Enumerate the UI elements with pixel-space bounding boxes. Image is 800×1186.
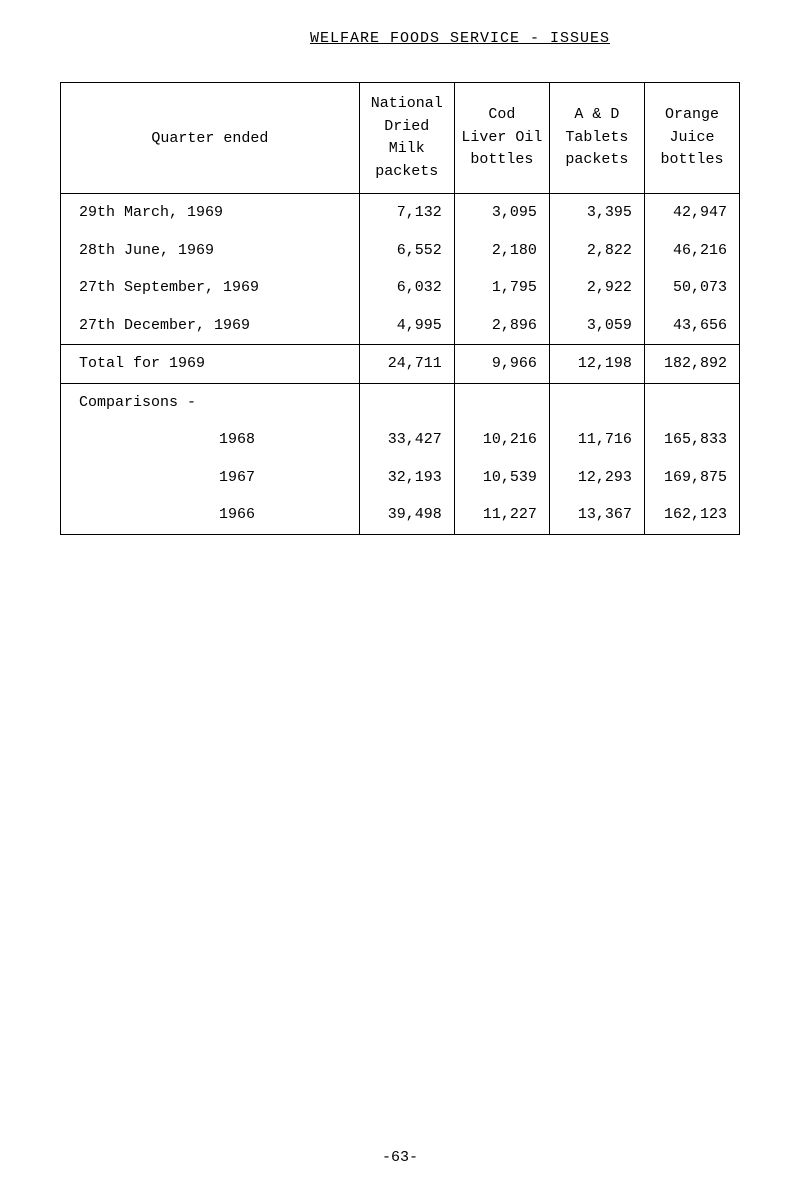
quarters-labels: 29th March, 1969 28th June, 1969 27th Se… xyxy=(61,194,360,345)
comparisons-c5: 165,833 169,875 162,123 xyxy=(644,383,739,534)
total-c2: 24,711 xyxy=(359,345,454,384)
data-value: 46,216 xyxy=(651,232,727,270)
comparison-year: 1968 xyxy=(79,421,341,459)
comparisons-heading: Comparisons - xyxy=(79,384,341,422)
total-c3: 9,966 xyxy=(454,345,549,384)
comparison-year: 1967 xyxy=(79,459,341,497)
quarter-label: 29th March, 1969 xyxy=(79,194,341,232)
total-c4: 12,198 xyxy=(549,345,644,384)
comparisons-c3: 10,216 10,539 11,227 xyxy=(454,383,549,534)
page-title: WELFARE FOODS SERVICE - ISSUES xyxy=(180,30,740,47)
comparisons-section: Comparisons - 1968 1967 1966 33,427 32,1… xyxy=(61,383,740,534)
comparisons-c2: 33,427 32,193 39,498 xyxy=(359,383,454,534)
header-quarter: Quarter ended xyxy=(61,83,360,194)
header-orange-juice: OrangeJuicebottles xyxy=(644,83,739,194)
data-value: 11,227 xyxy=(461,496,537,534)
total-label: Total for 1969 xyxy=(61,345,360,384)
comparisons-labels: Comparisons - 1968 1967 1966 xyxy=(61,383,360,534)
page-number: -63- xyxy=(0,1149,800,1166)
data-value: 10,539 xyxy=(461,459,537,497)
data-value: 32,193 xyxy=(366,459,442,497)
data-value: 3,395 xyxy=(556,194,632,232)
quarter-label: 27th September, 1969 xyxy=(79,269,341,307)
quarters-c4: 3,395 2,822 2,922 3,059 xyxy=(549,194,644,345)
data-value: 2,896 xyxy=(461,307,537,345)
comparison-year: 1966 xyxy=(79,496,341,534)
header-dried-milk: NationalDried Milkpackets xyxy=(359,83,454,194)
quarters-c3: 3,095 2,180 1,795 2,896 xyxy=(454,194,549,345)
data-value: 4,995 xyxy=(366,307,442,345)
data-value: 162,123 xyxy=(651,496,727,534)
data-value: 2,822 xyxy=(556,232,632,270)
data-value: 7,132 xyxy=(366,194,442,232)
data-value: 10,216 xyxy=(461,421,537,459)
data-value: 11,716 xyxy=(556,421,632,459)
welfare-foods-table: Quarter ended NationalDried Milkpackets … xyxy=(60,82,740,535)
data-value: 12,198 xyxy=(556,345,632,383)
data-value: 42,947 xyxy=(651,194,727,232)
quarters-section: 29th March, 1969 28th June, 1969 27th Se… xyxy=(61,194,740,345)
data-value: 169,875 xyxy=(651,459,727,497)
quarters-c5: 42,947 46,216 50,073 43,656 xyxy=(644,194,739,345)
header-ad-tablets: A & DTabletspackets xyxy=(549,83,644,194)
data-value: 165,833 xyxy=(651,421,727,459)
data-value: 12,293 xyxy=(556,459,632,497)
header-cod-liver: CodLiver Oilbottles xyxy=(454,83,549,194)
total-label-text: Total for 1969 xyxy=(79,345,341,383)
quarter-label: 27th December, 1969 xyxy=(79,307,341,345)
total-c5: 182,892 xyxy=(644,345,739,384)
total-row: Total for 1969 24,711 9,966 12,198 182,8… xyxy=(61,345,740,384)
data-value: 50,073 xyxy=(651,269,727,307)
data-value: 43,656 xyxy=(651,307,727,345)
quarters-c2: 7,132 6,552 6,032 4,995 xyxy=(359,194,454,345)
comparisons-c4: 11,716 12,293 13,367 xyxy=(549,383,644,534)
header-row: Quarter ended NationalDried Milkpackets … xyxy=(61,83,740,194)
data-value: 6,032 xyxy=(366,269,442,307)
data-value: 182,892 xyxy=(651,345,727,383)
data-value: 6,552 xyxy=(366,232,442,270)
data-value: 2,180 xyxy=(461,232,537,270)
quarter-label: 28th June, 1969 xyxy=(79,232,341,270)
data-value: 33,427 xyxy=(366,421,442,459)
data-value: 39,498 xyxy=(366,496,442,534)
data-value: 2,922 xyxy=(556,269,632,307)
data-value: 13,367 xyxy=(556,496,632,534)
data-value: 24,711 xyxy=(366,345,442,383)
data-value: 3,095 xyxy=(461,194,537,232)
data-value: 3,059 xyxy=(556,307,632,345)
data-value: 9,966 xyxy=(461,345,537,383)
data-value: 1,795 xyxy=(461,269,537,307)
